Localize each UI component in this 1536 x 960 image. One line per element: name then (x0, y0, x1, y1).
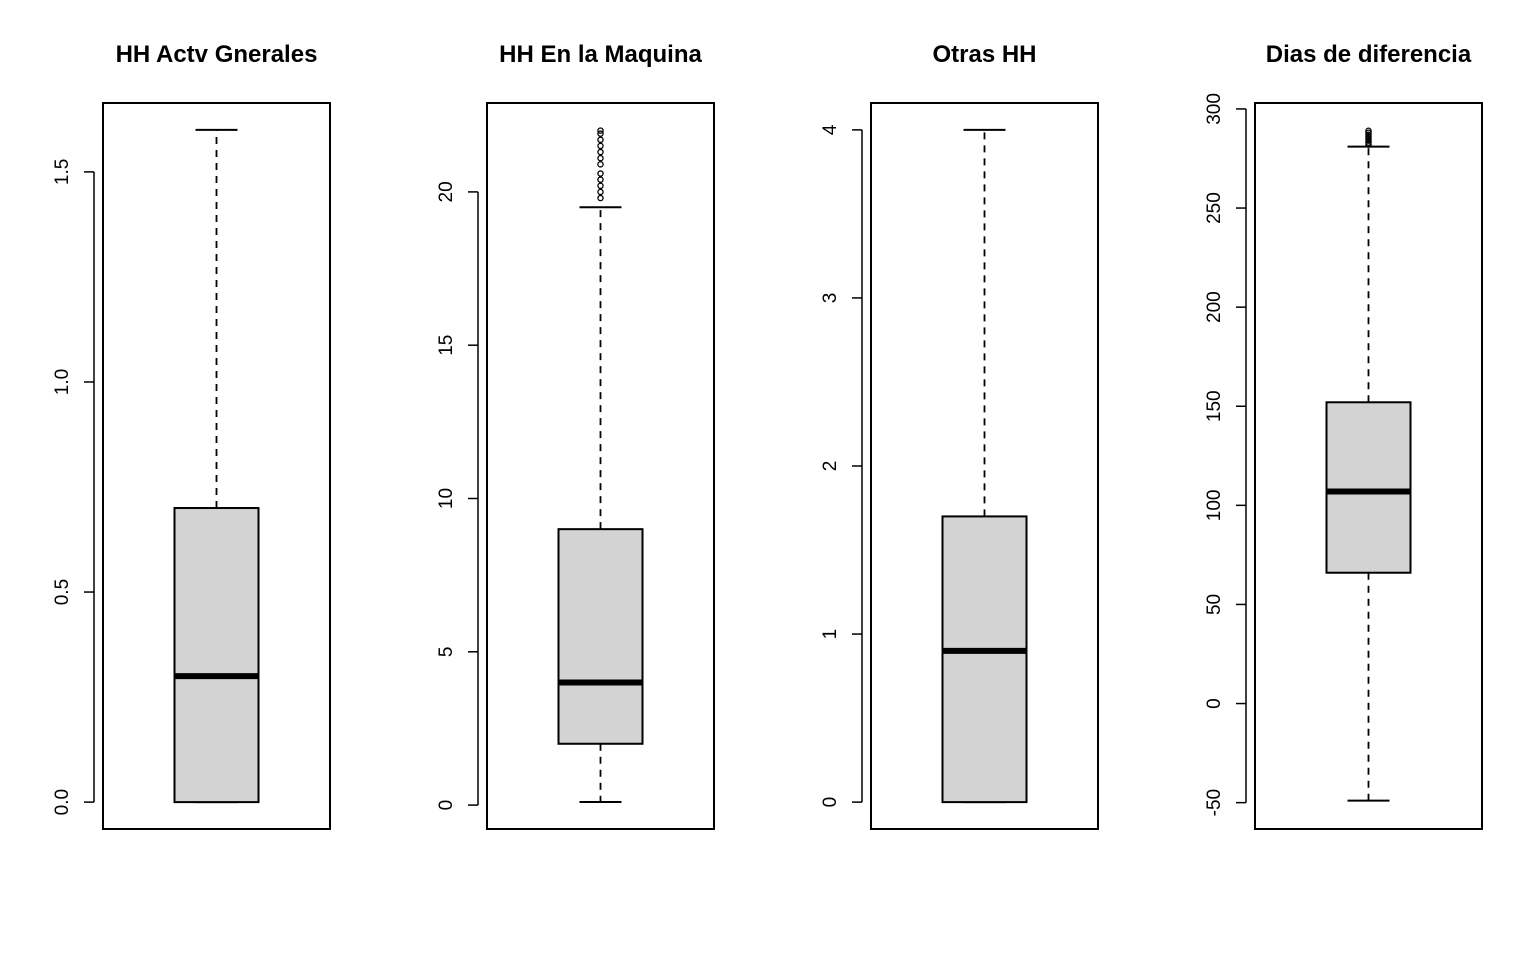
outlier-point (597, 170, 604, 177)
outlier-point (1365, 127, 1372, 134)
outlier-point (597, 161, 604, 168)
y-tick-label: 200 (1204, 291, 1225, 323)
y-tick-label: 0 (1204, 698, 1225, 709)
iqr-box (557, 528, 644, 745)
outlier-point (597, 188, 604, 196)
outlier-point (597, 148, 604, 156)
y-tick-label: 1 (820, 629, 841, 640)
outlier-point (597, 194, 604, 202)
outlier-point (597, 136, 604, 144)
y-tick-label: 1.5 (52, 159, 73, 185)
y-tick-label: 3 (820, 293, 841, 304)
y-tick-label: 15 (436, 335, 457, 356)
iqr-box (1325, 401, 1412, 574)
outlier-point (597, 154, 604, 162)
outlier-point (1365, 139, 1372, 146)
y-tick-label: 1.0 (52, 369, 73, 395)
iqr-box (941, 515, 1028, 804)
outlier-point (597, 127, 604, 134)
y-tick-label: 150 (1204, 390, 1225, 422)
outlier-point (597, 182, 604, 190)
iqr-box (173, 507, 260, 804)
outlier-point (597, 176, 604, 183)
y-tick-label: 4 (820, 124, 841, 135)
outlier-point (1365, 131, 1372, 138)
plot-frame (1254, 102, 1483, 830)
y-tick-label: 2 (820, 461, 841, 472)
outlier-point (597, 130, 604, 137)
panel-3: Otras HH 0 1 2 3 4 (820, 41, 1099, 830)
outlier-point (1365, 141, 1372, 148)
panel-title: HH Actv Gnerales (116, 41, 318, 68)
panel-4: Dias de diferencia -50 0 50 100 150 200 250 300 (1204, 41, 1483, 830)
panel-title: Dias de diferencia (1266, 41, 1472, 68)
panel-2: HH En la Maquina 0 5 10 15 20 (436, 41, 715, 830)
panel-title: Otras HH (932, 41, 1036, 68)
y-tick-label: 0 (436, 800, 457, 811)
y-tick-label: 20 (436, 181, 457, 202)
panel-1: HH Actv Gnerales 0.0 0.5 1.0 1.5 (52, 41, 331, 830)
y-tick-label: 0.0 (52, 789, 73, 815)
outlier-point (1365, 137, 1372, 144)
outlier-point (1365, 135, 1372, 142)
y-tick-label: 250 (1204, 192, 1225, 224)
outlier-point (597, 142, 604, 150)
y-tick-label: -50 (1204, 789, 1225, 816)
outlier-point (1365, 133, 1372, 140)
y-tick-label: 0 (820, 797, 841, 808)
outlier-point (1365, 129, 1372, 136)
y-tick-label: 50 (1204, 594, 1225, 615)
y-tick-label: 10 (436, 488, 457, 509)
y-tick-label: 0.5 (52, 579, 73, 605)
y-tick-label: 100 (1204, 489, 1225, 521)
y-tick-label: 300 (1204, 93, 1225, 125)
y-tick-label: 5 (436, 647, 457, 658)
plot-frame (102, 102, 331, 830)
plot-frame (870, 102, 1099, 830)
panel-title: HH En la Maquina (499, 41, 702, 68)
plot-frame (486, 102, 715, 830)
